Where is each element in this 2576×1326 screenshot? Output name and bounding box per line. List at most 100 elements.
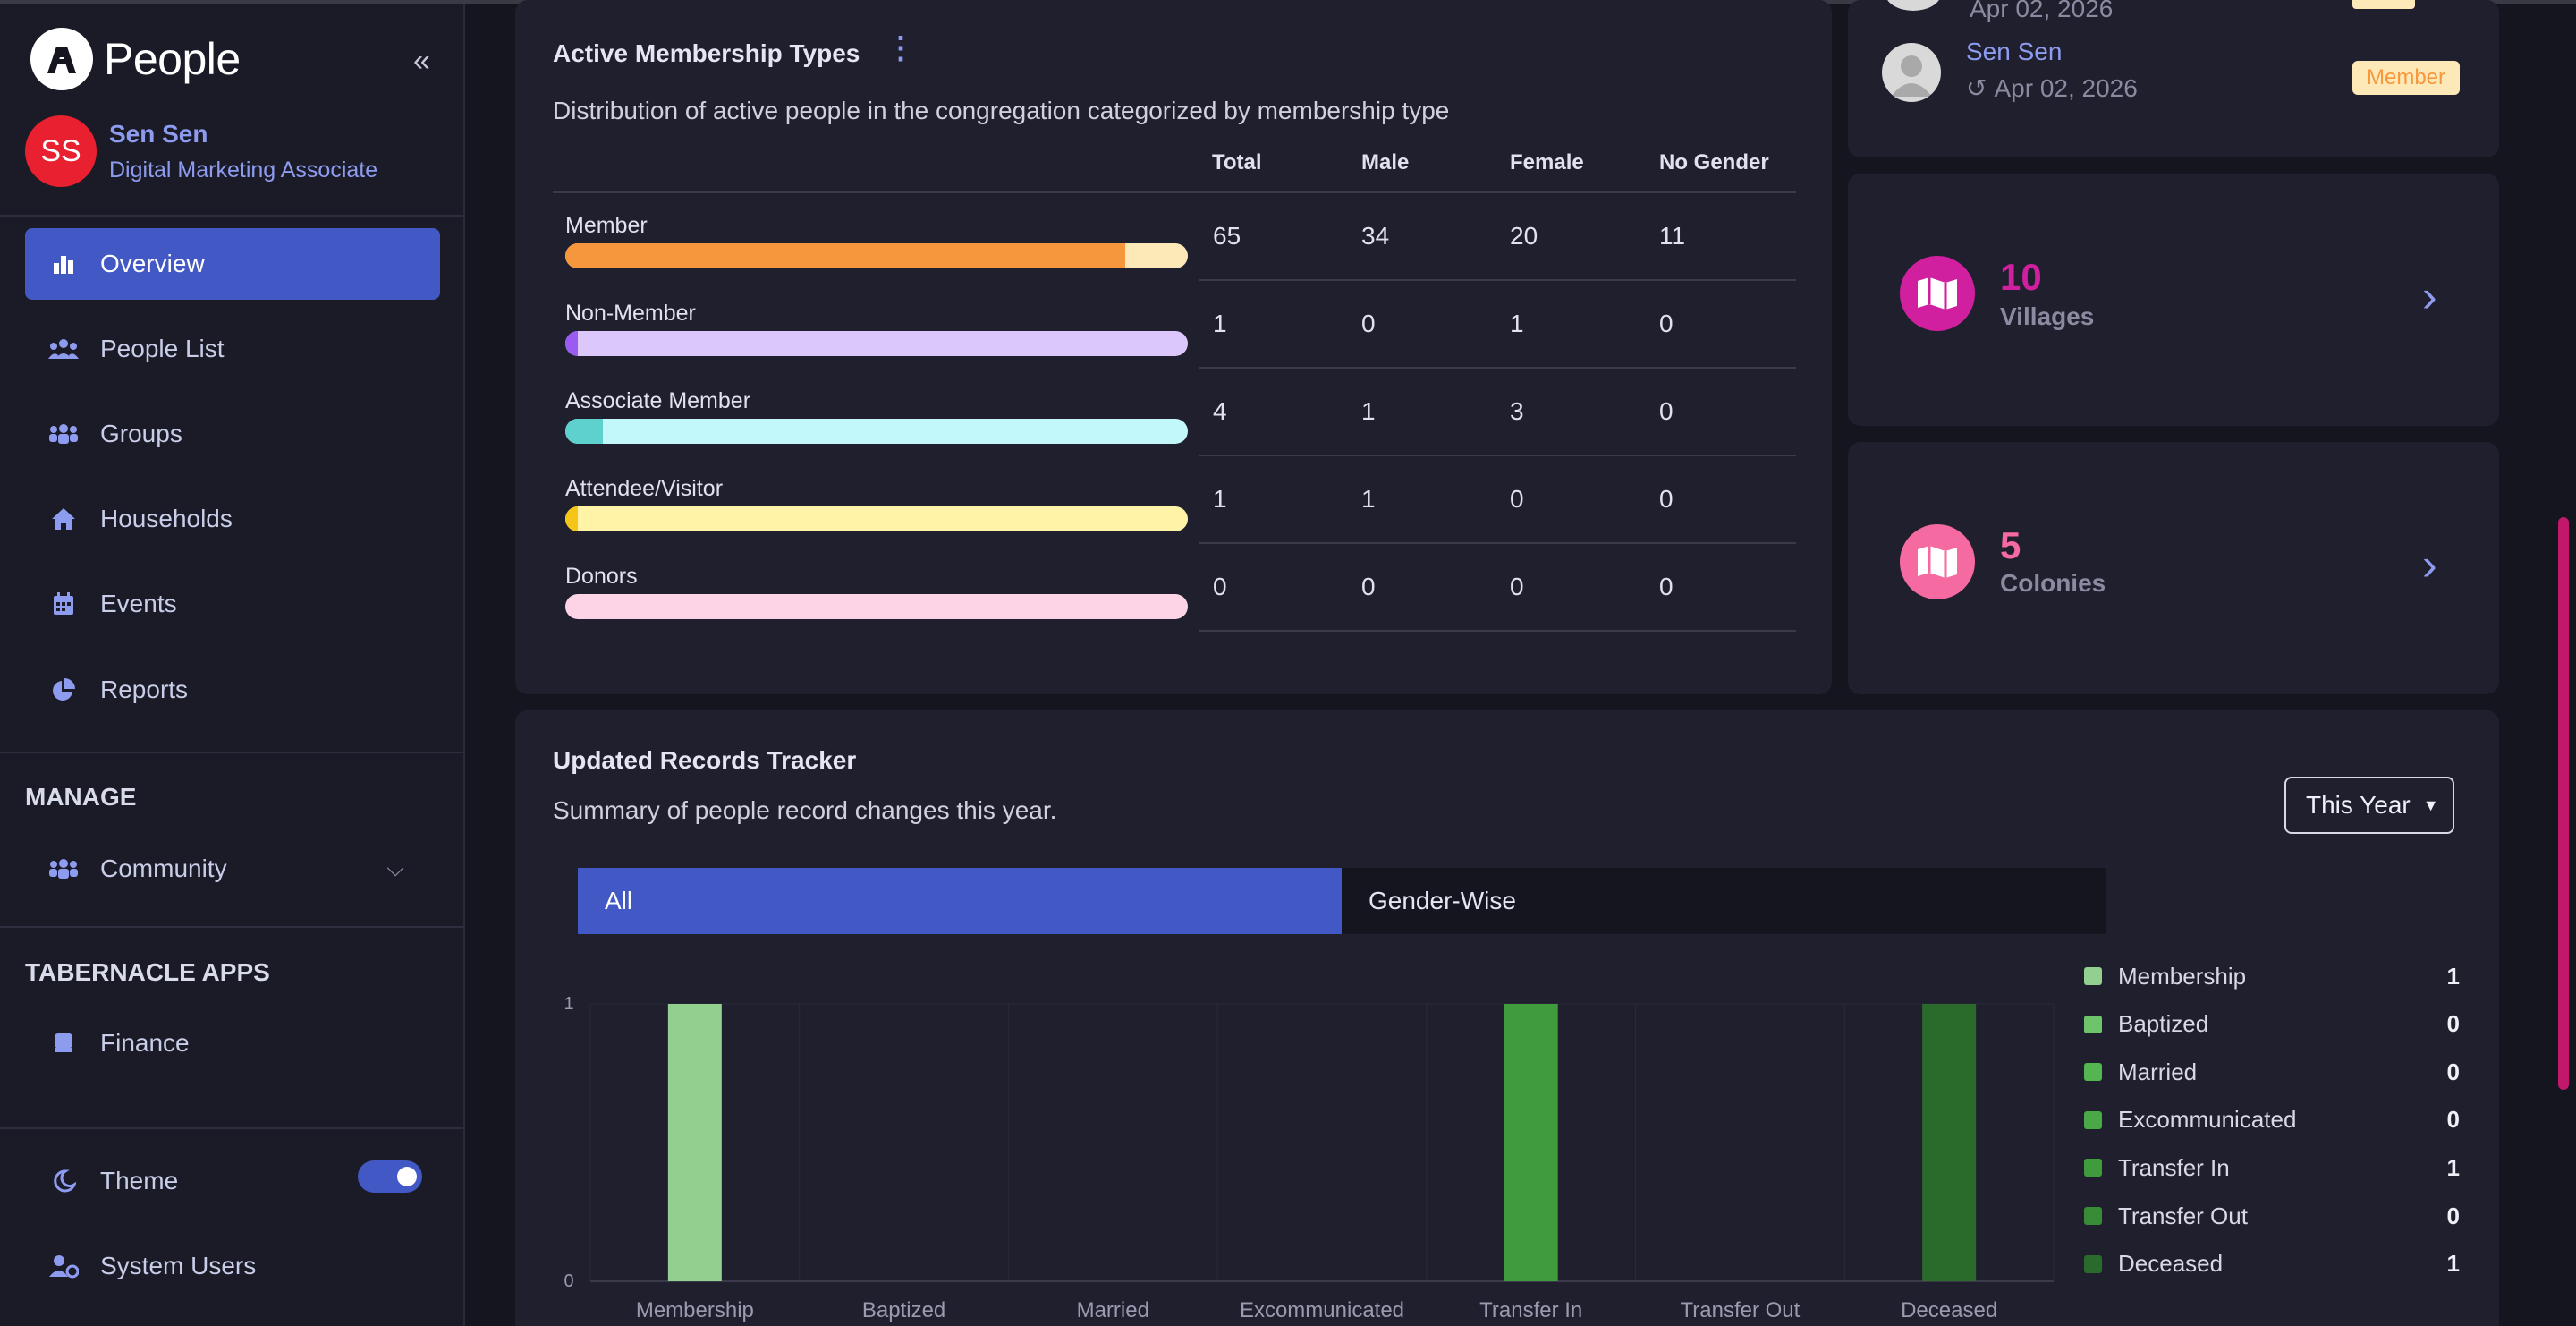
colonies-count: 5 xyxy=(2000,524,2021,566)
app-name: People xyxy=(104,34,241,84)
column-header-no-gender: No Gender xyxy=(1659,150,1769,174)
row-divider xyxy=(1199,630,1796,632)
legend-item[interactable]: Transfer In 1 xyxy=(2084,1150,2460,1186)
membership-type-label: Non-Member xyxy=(565,301,696,326)
status-badge xyxy=(2352,0,2415,9)
tab-gender-wise[interactable]: Gender-Wise xyxy=(1368,887,1516,914)
sidebar: People « SS Sen Sen Digital Marketing As… xyxy=(0,4,465,1326)
membership-type-label: Attendee/Visitor xyxy=(565,476,724,501)
membership-total-value: 65 xyxy=(1213,222,1241,250)
membership-progress-bar xyxy=(565,506,1188,531)
membership-progress-fill xyxy=(565,506,578,531)
sidebar-item-label: System Users xyxy=(100,1252,257,1279)
user-role: Digital Marketing Associate xyxy=(109,157,378,183)
legend-swatch xyxy=(2084,1159,2102,1177)
divider xyxy=(0,1127,465,1129)
sidebar-item-theme[interactable]: Theme xyxy=(25,1145,440,1217)
sidebar-item-reports[interactable]: Reports xyxy=(25,654,440,726)
row-divider xyxy=(1199,455,1796,456)
header-divider xyxy=(553,191,1796,193)
membership-type-label: Donors xyxy=(565,564,638,589)
top-entry-date: Apr 02, 2026 xyxy=(1970,0,2114,22)
bar-chart-icon xyxy=(48,249,79,279)
membership-progress-fill xyxy=(565,331,578,356)
legend-swatch xyxy=(2084,1110,2102,1129)
membership-male-value: 34 xyxy=(1361,222,1390,250)
legend-item[interactable]: Married 0 xyxy=(2084,1054,2460,1090)
more-vertical-icon[interactable]: ⋮ xyxy=(886,31,916,65)
period-dropdown-label: This Year xyxy=(2306,791,2411,819)
legend-swatch xyxy=(2084,1207,2102,1225)
row-divider xyxy=(1199,367,1796,369)
divider xyxy=(0,752,465,753)
sidebar-item-system-users[interactable]: System Users xyxy=(25,1230,440,1302)
map-icon xyxy=(1900,524,1975,599)
membership-progress-fill xyxy=(565,243,1126,268)
group-icon xyxy=(48,419,79,449)
membership-progress-bar xyxy=(565,243,1188,268)
legend-swatch xyxy=(2084,1015,2102,1033)
sidebar-item-people-list[interactable]: People List xyxy=(25,313,440,385)
group-icon xyxy=(48,854,79,884)
chevron-right-icon[interactable]: › xyxy=(2422,271,2437,321)
sidebar-item-finance[interactable]: Finance xyxy=(25,1007,440,1079)
tab-all[interactable]: All xyxy=(578,868,1342,934)
brand[interactable]: People xyxy=(30,28,241,90)
column-header-female: Female xyxy=(1510,150,1584,174)
sidebar-item-community[interactable]: Community ⌵ xyxy=(25,833,440,905)
membership-progress-bar xyxy=(565,419,1188,444)
bar-membership xyxy=(667,1004,722,1281)
x-tick-label: Membership xyxy=(636,1298,754,1322)
collapse-sidebar-icon[interactable]: « xyxy=(413,44,430,78)
legend-value: 0 xyxy=(2446,1106,2460,1134)
users-icon xyxy=(48,334,79,364)
x-tick-label: Transfer In xyxy=(1479,1298,1582,1322)
chevron-down-icon[interactable]: ⌵ xyxy=(386,854,404,881)
tracker-subtitle: Summary of people record changes this ye… xyxy=(553,796,1057,824)
recent-user-name[interactable]: Sen Sen xyxy=(1966,38,2063,65)
legend-value: 1 xyxy=(2446,962,2460,990)
legend-item[interactable]: Transfer Out 0 xyxy=(2084,1198,2460,1234)
sidebar-item-label: Events xyxy=(100,590,177,617)
scrollbar-thumb[interactable] xyxy=(2558,517,2569,1090)
legend-label: Transfer In xyxy=(2118,1153,2230,1181)
records-bar-chart: 0 1 Membership Baptized Married Excommunicate… xyxy=(564,994,2055,1322)
column-header-total: Total xyxy=(1212,150,1262,174)
membership-no-gender-value: 0 xyxy=(1659,397,1674,425)
y-tick-label: 1 xyxy=(564,994,573,1014)
legend-item[interactable]: Baptized 0 xyxy=(2084,1007,2460,1042)
sidebar-item-overview[interactable]: Overview xyxy=(25,228,440,300)
membership-male-value: 1 xyxy=(1361,485,1376,513)
membership-total-value: 0 xyxy=(1213,573,1227,600)
membership-total-value: 1 xyxy=(1213,310,1227,337)
membership-title: Active Membership Types xyxy=(553,39,860,67)
moon-icon xyxy=(48,1166,79,1196)
avatar xyxy=(1885,0,1941,11)
membership-female-value: 0 xyxy=(1510,485,1524,513)
caret-down-icon: ▼ xyxy=(2422,795,2439,814)
bar-deceased xyxy=(1922,1004,1977,1281)
period-dropdown[interactable]: This Year ▼ xyxy=(2284,777,2454,834)
legend-item[interactable]: Deceased 1 xyxy=(2084,1246,2460,1282)
villages-count: 10 xyxy=(2000,256,2042,298)
membership-progress-bar xyxy=(565,594,1188,619)
avatar[interactable] xyxy=(1882,43,1941,102)
divider xyxy=(0,926,465,928)
legend-item[interactable]: Membership 1 xyxy=(2084,958,2460,994)
avatar: SS xyxy=(25,115,97,187)
legend-label: Excommunicated xyxy=(2118,1106,2297,1134)
legend-item[interactable]: Excommunicated 0 xyxy=(2084,1102,2460,1138)
theme-toggle[interactable] xyxy=(358,1160,422,1193)
calendar-icon xyxy=(48,589,79,619)
sidebar-item-label: Groups xyxy=(100,420,182,447)
legend-swatch xyxy=(2084,967,2102,985)
legend-label: Deceased xyxy=(2118,1250,2224,1278)
membership-male-value: 0 xyxy=(1361,573,1376,600)
chevron-right-icon[interactable]: › xyxy=(2422,540,2437,590)
tracker-tabs: All Gender-Wise xyxy=(578,868,2106,934)
sidebar-item-households[interactable]: Households xyxy=(25,483,440,555)
sidebar-item-events[interactable]: Events xyxy=(25,568,440,640)
sidebar-item-groups[interactable]: Groups xyxy=(25,398,440,470)
membership-male-value: 1 xyxy=(1361,397,1376,425)
user-profile[interactable]: SS Sen Sen Digital Marketing Associate xyxy=(25,115,377,187)
